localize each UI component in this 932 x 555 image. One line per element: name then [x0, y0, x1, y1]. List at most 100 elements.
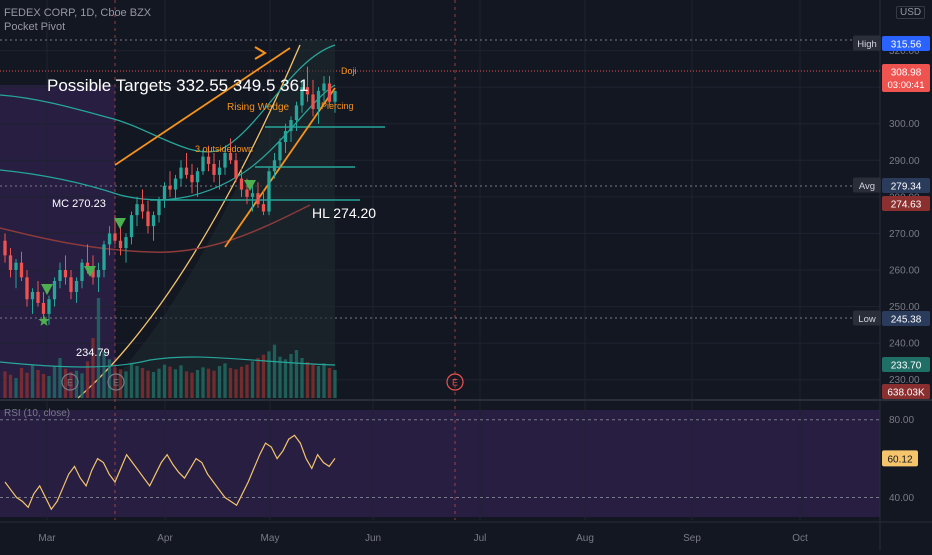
candle-body: [327, 83, 332, 102]
price-tag-vol_ma: 233.70: [882, 357, 930, 372]
wedge-upper-line: [114, 47, 291, 166]
price-tag-high: High 315.56: [853, 35, 930, 51]
candle-body: [245, 189, 249, 197]
candle-body: [63, 270, 68, 278]
candle-body: [217, 167, 222, 175]
candle-body: [228, 152, 233, 161]
candle-body: [206, 156, 211, 164]
y-tick-label: 240.00: [889, 339, 920, 350]
x-tick-label: Aug: [576, 533, 594, 544]
candle-body: [195, 171, 200, 183]
volume-bar: [41, 374, 46, 398]
volume-bar: [157, 368, 161, 398]
volume-bar: [47, 376, 51, 398]
volume-bar: [206, 368, 211, 398]
price-tag-value: 638.03K: [887, 388, 925, 399]
rsi-title: RSI (10, close): [4, 408, 71, 419]
candle-body: [239, 178, 244, 190]
volume-bar: [327, 368, 332, 398]
y-tick-label: 320.00: [889, 46, 920, 57]
candle-body: [250, 193, 255, 197]
candle-body: [289, 120, 293, 132]
earnings-marker-circle: [446, 373, 464, 391]
volume-bar: [234, 369, 238, 398]
y-tick-label: 290.00: [889, 156, 920, 167]
candle-body: [85, 262, 90, 267]
volume-bar: [63, 368, 68, 398]
earnings-marker-icon: E: [446, 373, 464, 391]
earnings-marker-label: E: [452, 378, 458, 388]
candle-body: [140, 204, 145, 212]
volume-bar: [8, 374, 13, 398]
candle-body: [151, 215, 156, 227]
candle-body: [47, 299, 51, 314]
volume-bar: [283, 359, 288, 398]
candle-body: [8, 255, 13, 270]
volume-bar: [201, 367, 205, 398]
price-tag-value: 245.38: [891, 315, 922, 326]
volume-bar: [300, 358, 304, 398]
candle-body: [25, 277, 29, 300]
candle-body: [223, 152, 227, 168]
volume-bar: [118, 369, 123, 398]
candle-body: [129, 215, 134, 238]
volume-bar: [162, 364, 167, 398]
volume-bar: [80, 373, 84, 398]
candle-body: [316, 90, 321, 110]
volume-bar: [124, 371, 128, 398]
rsi-background: [0, 410, 880, 517]
price-tag-bg: [882, 36, 930, 51]
volume-bar: [113, 367, 117, 398]
rising-wedge-annotation: Rising Wedge: [227, 102, 290, 113]
volume-bar: [102, 351, 106, 398]
earnings-marker-label: E: [67, 378, 73, 388]
volume-bar: [256, 358, 260, 398]
volume-bar: [289, 354, 293, 398]
candle-body: [146, 211, 150, 227]
candle-body: [74, 280, 79, 292]
volume-bar: [250, 361, 255, 398]
low-annotation: 234.79: [76, 347, 110, 359]
projection-fill: [95, 40, 335, 398]
candle-body: [173, 178, 178, 190]
volume-bar: [69, 372, 73, 398]
volume-bar: [96, 298, 101, 398]
volume-bar: [212, 370, 216, 398]
candle-body: [256, 193, 260, 205]
earnings-marker-icon: E: [107, 373, 125, 391]
earnings-marker-circle: [61, 373, 79, 391]
volume-bar: [305, 362, 310, 398]
volume-bar: [58, 358, 62, 398]
volume-bar: [311, 364, 315, 398]
y-tick-label: 270.00: [889, 229, 920, 240]
rsi-level-label: 40.00: [889, 493, 914, 504]
volume-bar: [173, 369, 178, 398]
volume-bar: [74, 370, 79, 398]
candle-body: [283, 131, 288, 142]
candle-body: [58, 270, 62, 281]
price-tag-avg: Avg 279.34: [853, 177, 930, 193]
price-tag-value: 279.34: [891, 182, 922, 193]
pocket-pivot-triangle-icon: [41, 284, 53, 295]
price-tag-value: 274.63: [891, 200, 922, 211]
candle-body: [234, 160, 238, 179]
volume-bar: [316, 366, 321, 398]
volume-bar: [135, 366, 139, 398]
x-tick-label: Jul: [474, 533, 487, 544]
candle-body: [162, 185, 167, 201]
targets-annotation: Possible Targets 332.55 349.5 361: [47, 76, 309, 95]
price-tag-value: 308.98: [891, 68, 922, 79]
y-tick-label: 250.00: [889, 302, 920, 313]
wedge-arrow-icon: [254, 46, 267, 60]
volume-bar: [36, 370, 40, 398]
volume-bar: [151, 372, 156, 398]
price-tag-label-bg: [853, 310, 881, 326]
candle-body: [278, 142, 282, 161]
rsi-line: [4, 434, 336, 511]
indicator-title: Pocket Pivot: [4, 21, 66, 33]
candle-body: [102, 244, 106, 270]
price-tag-label-bg: [853, 35, 881, 51]
symbol-title: FEDEX CORP, 1D, Cboe BZX: [4, 7, 152, 19]
